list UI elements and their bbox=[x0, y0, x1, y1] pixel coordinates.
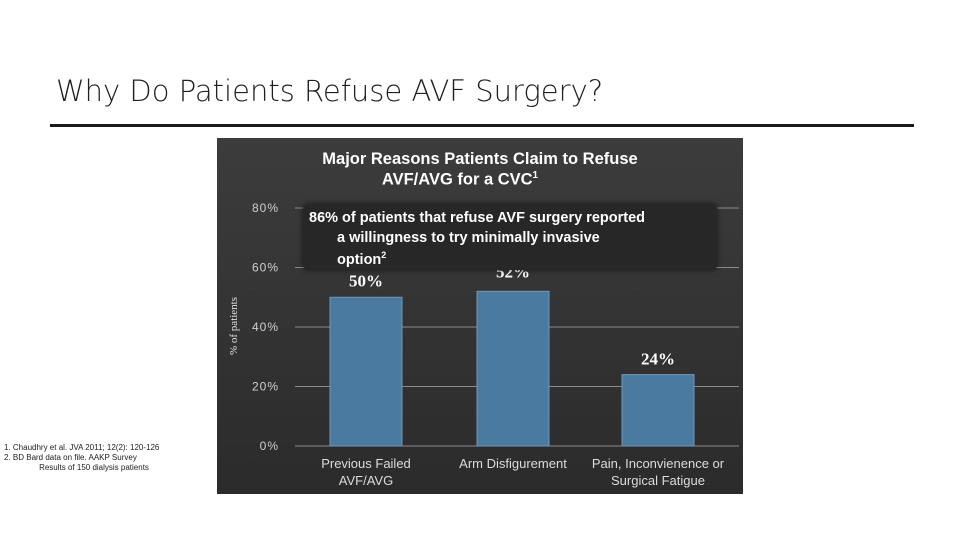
bar bbox=[476, 290, 550, 447]
data-label: 24% bbox=[641, 350, 675, 369]
y-tick-label: 60% bbox=[252, 261, 279, 275]
y-tick-label: 80% bbox=[252, 201, 279, 215]
footnotes: 1. Chaudhry et al. JVA 2011; 12(2): 120-… bbox=[4, 443, 184, 473]
x-tick-label: Previous Failed bbox=[321, 456, 411, 471]
x-tick-label: Arm Disfigurement bbox=[459, 456, 567, 471]
y-axis-label: % of patients bbox=[228, 297, 240, 355]
bar-chart: 0% 20% 40% 60% 80% % of patients 50% Previous F… bbox=[228, 201, 739, 488]
chart-title-line-2-text: AVF/AVG for a CVC bbox=[381, 170, 533, 189]
annotation-callout: 86% of patients that refuse AVF surgery … bbox=[303, 204, 717, 270]
chart-title: Major Reasons Patients Claim to Refuse A… bbox=[217, 150, 743, 190]
y-tick-label: 20% bbox=[252, 380, 279, 394]
chart-title-line-2: AVF/AVG for a CVC1 bbox=[217, 170, 743, 190]
y-tick-label: 40% bbox=[252, 320, 279, 334]
y-tick-label: 0% bbox=[260, 439, 279, 453]
x-tick-label: Surgical Fatigue bbox=[611, 473, 705, 488]
footnote-1: 1. Chaudhry et al. JVA 2011; 12(2): 120-… bbox=[4, 443, 160, 452]
x-tick-label: Pain, Inconvienence or bbox=[592, 456, 725, 471]
annotation-line-3-text: option bbox=[337, 251, 382, 268]
title-divider bbox=[50, 124, 914, 127]
chart-panel: 0% 20% 40% 60% 80% % of patients 50% Previous F… bbox=[217, 138, 743, 494]
footnote-3: Results of 150 dialysis patients bbox=[39, 463, 149, 472]
annotation-sup: 2 bbox=[381, 250, 387, 260]
chart-title-line-1: Major Reasons Patients Claim to Refuse bbox=[322, 150, 638, 168]
bar bbox=[329, 296, 403, 447]
footnote-2: 2. BD Bard data on file. AAKP Survey bbox=[4, 453, 137, 462]
chart-title-sup: 1 bbox=[532, 170, 539, 181]
x-tick-label: AVF/AVG bbox=[339, 473, 393, 488]
annotation-line-2: a willingness to try minimally invasive bbox=[337, 230, 600, 246]
data-label: 50% bbox=[349, 271, 383, 290]
bar bbox=[621, 374, 695, 447]
annotation-line-1: 86% of patients that refuse AVF surgery … bbox=[309, 210, 645, 226]
slide-title: Why Do Patients Refuse AVF Surgery? bbox=[56, 74, 604, 108]
annotation-line-3: option2 bbox=[337, 250, 386, 268]
